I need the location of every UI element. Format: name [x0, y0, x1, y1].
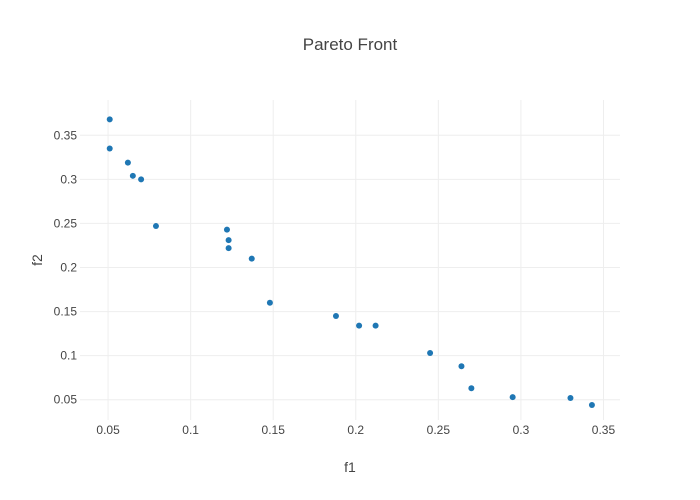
- y-tick-label: 0.1: [60, 349, 77, 363]
- y-tick-label: 0.05: [54, 393, 78, 407]
- data-point[interactable]: [458, 363, 465, 370]
- data-point[interactable]: [106, 145, 113, 152]
- data-point[interactable]: [356, 322, 363, 329]
- data-point[interactable]: [588, 402, 595, 409]
- gridlines: [80, 100, 620, 420]
- x-tick-label: 0.15: [262, 423, 286, 437]
- data-point[interactable]: [124, 159, 131, 166]
- data-point[interactable]: [225, 245, 232, 252]
- data-point[interactable]: [332, 312, 339, 319]
- data-point[interactable]: [223, 226, 230, 233]
- x-tick-label: 0.3: [513, 423, 530, 437]
- y-tick-label: 0.35: [54, 128, 78, 142]
- data-point[interactable]: [372, 322, 379, 329]
- chart-title: Pareto Front: [303, 35, 398, 54]
- scatter-points: [106, 116, 595, 409]
- x-tick-label: 0.05: [96, 423, 120, 437]
- x-tick-label: 0.1: [182, 423, 199, 437]
- data-point[interactable]: [567, 394, 574, 401]
- x-axis-title: f1: [344, 459, 356, 475]
- y-tick-label: 0.2: [60, 260, 77, 274]
- data-point[interactable]: [129, 172, 136, 179]
- y-axis-ticks: 0.05 0.1 0.15 0.2 0.25 0.3 0.35: [54, 128, 78, 406]
- y-tick-label: 0.3: [60, 172, 77, 186]
- data-point[interactable]: [468, 385, 475, 392]
- x-tick-label: 0.35: [592, 423, 616, 437]
- data-point[interactable]: [266, 299, 273, 306]
- data-point[interactable]: [152, 223, 159, 230]
- x-axis-ticks: 0.05 0.1 0.15 0.2 0.25 0.3 0.35: [96, 423, 615, 437]
- data-point[interactable]: [106, 116, 113, 123]
- y-tick-label: 0.15: [54, 305, 78, 319]
- data-point[interactable]: [427, 350, 434, 357]
- x-tick-label: 0.2: [347, 423, 364, 437]
- y-axis-title: f2: [29, 254, 45, 266]
- data-point[interactable]: [248, 255, 255, 262]
- data-point[interactable]: [509, 394, 516, 401]
- y-tick-label: 0.25: [54, 216, 78, 230]
- data-point[interactable]: [225, 237, 232, 244]
- data-point[interactable]: [138, 176, 145, 183]
- x-tick-label: 0.25: [427, 423, 451, 437]
